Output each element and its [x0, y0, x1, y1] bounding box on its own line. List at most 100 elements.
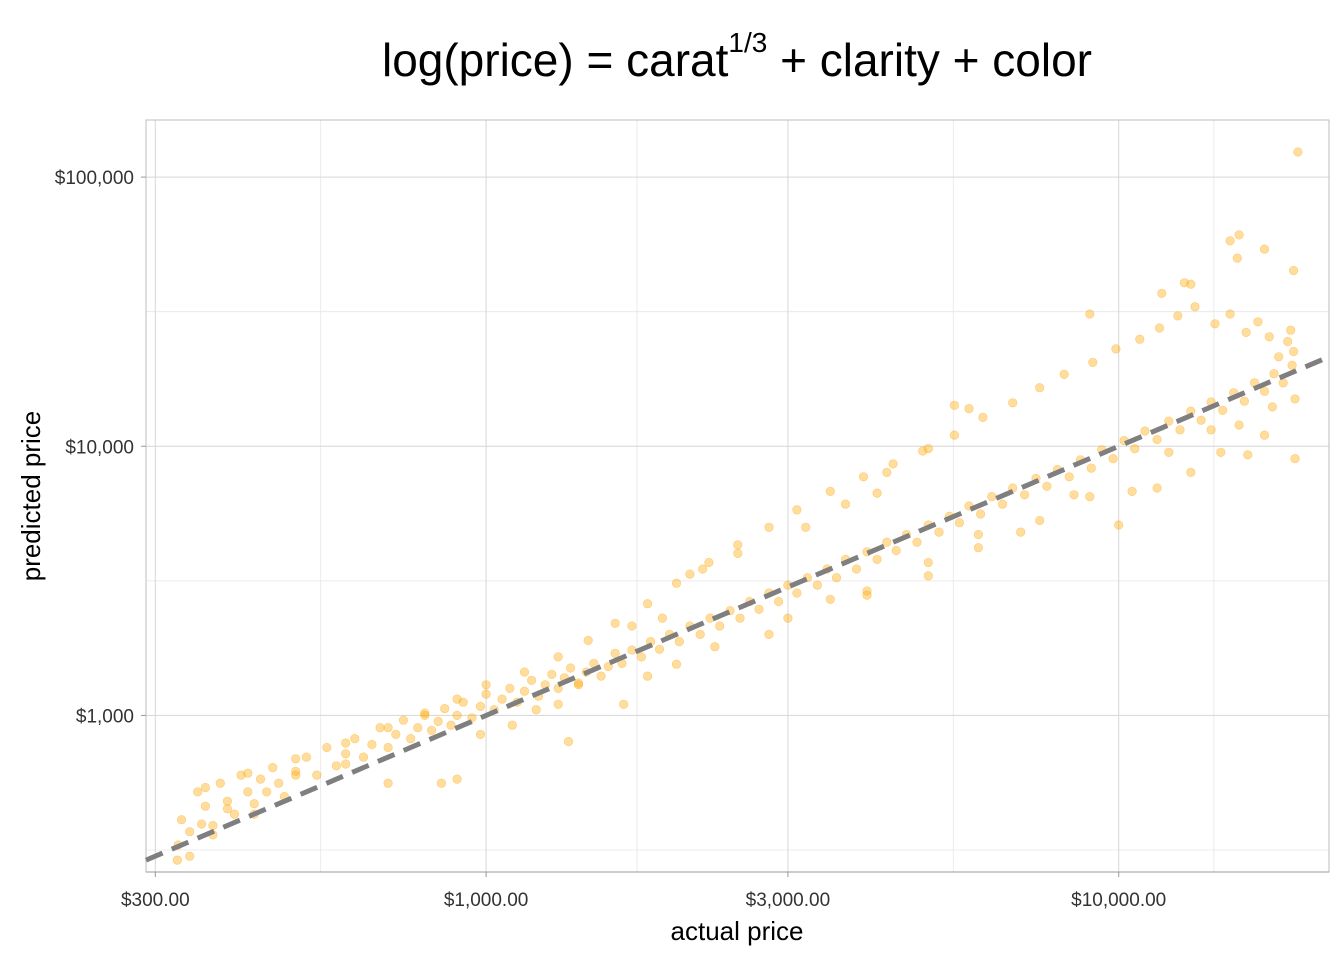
data-point [350, 733, 360, 744]
data-point [398, 715, 409, 725]
data-point [1293, 147, 1303, 157]
data-point [197, 819, 207, 829]
data-point [383, 742, 393, 753]
data-point [1111, 344, 1121, 354]
data-point [987, 492, 997, 502]
data-point [918, 446, 928, 456]
y-tick-label: $10,000 [65, 437, 134, 458]
data-point [1154, 323, 1165, 333]
minor-gridlines [146, 120, 1329, 872]
data-point [200, 801, 210, 811]
y-axis-ticks: $1,000 $10,000 $100,000 [55, 168, 146, 727]
data-point [475, 729, 486, 740]
data-point [1152, 483, 1162, 493]
data-point [1269, 369, 1279, 379]
data-point [1008, 398, 1018, 408]
data-point [1288, 265, 1299, 276]
data-point [505, 683, 515, 694]
data-point [764, 629, 774, 640]
chart-title-superscript: 1/3 [728, 27, 767, 58]
data-point [851, 564, 862, 574]
data-point [565, 663, 576, 673]
data-point [475, 701, 486, 712]
data-point [1186, 279, 1196, 289]
data-point [934, 527, 944, 537]
data-point [596, 671, 606, 681]
data-point [458, 697, 468, 707]
data-point [1016, 527, 1026, 537]
data-point [436, 778, 447, 788]
y-tick-label: $1,000 [76, 706, 134, 727]
chart-title-base: log(price) = carat [382, 34, 729, 86]
data-point [831, 573, 842, 583]
data-point [383, 778, 393, 788]
data-point [341, 759, 351, 769]
data-point [531, 705, 541, 715]
data-point [872, 488, 882, 498]
data-point [1243, 450, 1253, 460]
data-point [1259, 244, 1270, 254]
data-point [949, 400, 960, 410]
data-point [1035, 383, 1045, 393]
data-point [840, 499, 851, 509]
data-point [185, 851, 195, 861]
data-point [1127, 486, 1137, 497]
data-point [619, 699, 629, 709]
data-point [1152, 434, 1162, 445]
data-point [547, 669, 557, 680]
data-point [420, 710, 430, 721]
x-axis-ticks: $300.00 $1,000.00 $3,000.00 $10,000.00 [121, 872, 1166, 911]
data-point [249, 799, 259, 809]
data-point [923, 571, 933, 581]
data-point [610, 618, 620, 628]
data-point [783, 613, 793, 623]
data-point [1206, 425, 1216, 435]
data-point [519, 667, 530, 677]
data-point [685, 569, 695, 579]
data-point [954, 518, 965, 528]
data-point [1290, 454, 1300, 464]
data-point [1286, 325, 1296, 335]
data-point [1288, 346, 1299, 357]
data-point [1179, 278, 1189, 288]
data-point [229, 809, 239, 819]
data-point [1108, 454, 1118, 464]
data-point [1035, 515, 1045, 526]
data-point [792, 505, 802, 515]
data-point [698, 564, 708, 574]
major-gridlines [146, 120, 1329, 872]
data-point [358, 752, 369, 762]
data-point [1225, 309, 1235, 319]
data-point [383, 723, 393, 733]
data-point [1059, 369, 1069, 380]
data-point [1234, 230, 1244, 240]
data-point [553, 652, 563, 662]
data-point [997, 499, 1008, 509]
data-point [1239, 396, 1249, 406]
data-point [1283, 336, 1293, 347]
data-point [654, 644, 665, 654]
data-point [420, 708, 430, 718]
data-point [215, 778, 225, 788]
data-point [243, 768, 253, 778]
data-point [657, 613, 668, 623]
data-point [733, 548, 743, 559]
data-point [497, 694, 507, 704]
data-point [553, 699, 563, 709]
data-point [642, 671, 653, 681]
data-point [792, 588, 802, 598]
data-point [427, 725, 437, 736]
data-point [1264, 332, 1274, 342]
data-point [291, 766, 301, 776]
data-point [1267, 402, 1277, 412]
data-point [825, 486, 835, 497]
data-point [912, 537, 922, 547]
data-point [573, 678, 584, 688]
data-point [1173, 311, 1183, 321]
data-point [481, 689, 491, 699]
data-point [222, 804, 232, 814]
data-point [754, 604, 764, 614]
chart-title: log(price) = carat1/3 + clarity + color [382, 27, 1092, 86]
data-point [1019, 490, 1030, 500]
